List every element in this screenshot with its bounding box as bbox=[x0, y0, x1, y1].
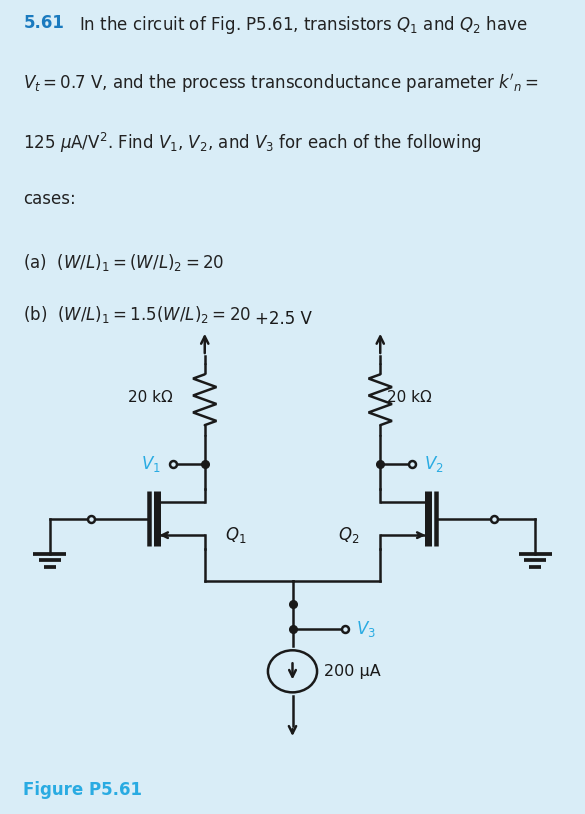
Text: 20 kΩ: 20 kΩ bbox=[387, 390, 432, 405]
Text: (a)  $(W/L)_1 = (W/L)_2 = 20$: (a) $(W/L)_1 = (W/L)_2 = 20$ bbox=[23, 252, 225, 273]
Text: 125 $\mu$A/V$^2$. Find $V_1$, $V_2$, and $V_3$ for each of the following: 125 $\mu$A/V$^2$. Find $V_1$, $V_2$, and… bbox=[23, 131, 482, 155]
Text: $Q_1$: $Q_1$ bbox=[225, 525, 247, 545]
Text: 5.61: 5.61 bbox=[23, 14, 64, 32]
Text: $V_2$: $V_2$ bbox=[424, 453, 444, 474]
Text: 20 kΩ: 20 kΩ bbox=[128, 390, 173, 405]
Text: (b)  $(W/L)_1 = 1.5(W/L)_2 = 20$: (b) $(W/L)_1 = 1.5(W/L)_2 = 20$ bbox=[23, 304, 252, 325]
Text: Figure P5.61: Figure P5.61 bbox=[23, 781, 142, 799]
Text: $V_1$: $V_1$ bbox=[141, 453, 161, 474]
Text: $Q_2$: $Q_2$ bbox=[339, 525, 360, 545]
Text: $V_t = 0.7$ V, and the process transconductance parameter $k'_n =$: $V_t = 0.7$ V, and the process transcond… bbox=[23, 72, 539, 95]
Text: cases:: cases: bbox=[23, 190, 76, 208]
Text: 200 μA: 200 μA bbox=[324, 664, 381, 679]
Text: In the circuit of Fig. P5.61, transistors $Q_1$ and $Q_2$ have: In the circuit of Fig. P5.61, transistor… bbox=[79, 14, 528, 36]
Text: +2.5 V: +2.5 V bbox=[255, 310, 312, 328]
Text: $V_3$: $V_3$ bbox=[356, 619, 376, 639]
